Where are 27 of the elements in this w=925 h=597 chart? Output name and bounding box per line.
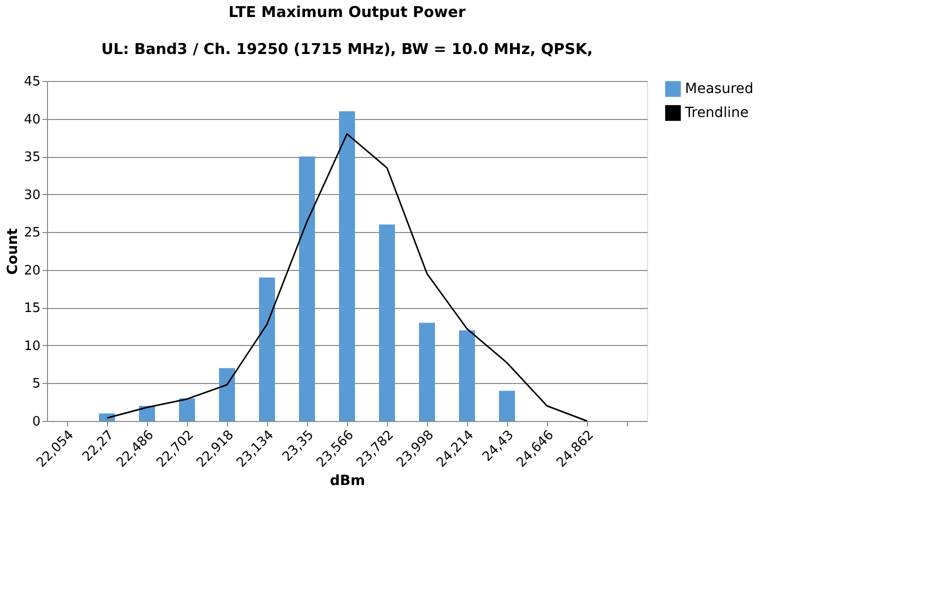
bar [259,277,275,421]
bar [499,390,515,421]
y-axis-title: Count [4,228,21,275]
y-tick-label: 10 [24,338,40,354]
line-series [106,133,588,422]
bar [459,330,475,421]
y-tick-label: 35 [24,150,40,166]
y-tick-label: 25 [24,226,40,241]
chart-subtitle: UL: Band3 / Ch. 19250 (1715 MHz), BW = 10.0 MHz, QPSK, [101,40,593,58]
bar [219,368,235,421]
bar [419,322,435,421]
y-tick-label: 0 [32,414,40,430]
y-tick-label: 20 [24,263,40,278]
y-tick-label: 5 [32,376,40,392]
bar [139,406,155,421]
y-tick-label: 40 [24,112,40,128]
bar [299,156,315,421]
legend-label: Trendline [684,105,749,121]
chart-title: LTE Maximum Output Power [228,3,466,21]
x-axis-title: dBm [330,472,366,489]
legend-label: Measured [685,81,754,97]
bar [179,398,195,421]
bar [339,111,355,421]
bar [379,224,395,421]
y-tick-label: 45 [24,74,40,90]
y-tick-label: 15 [24,301,40,316]
y-tick-label: 30 [24,188,40,203]
